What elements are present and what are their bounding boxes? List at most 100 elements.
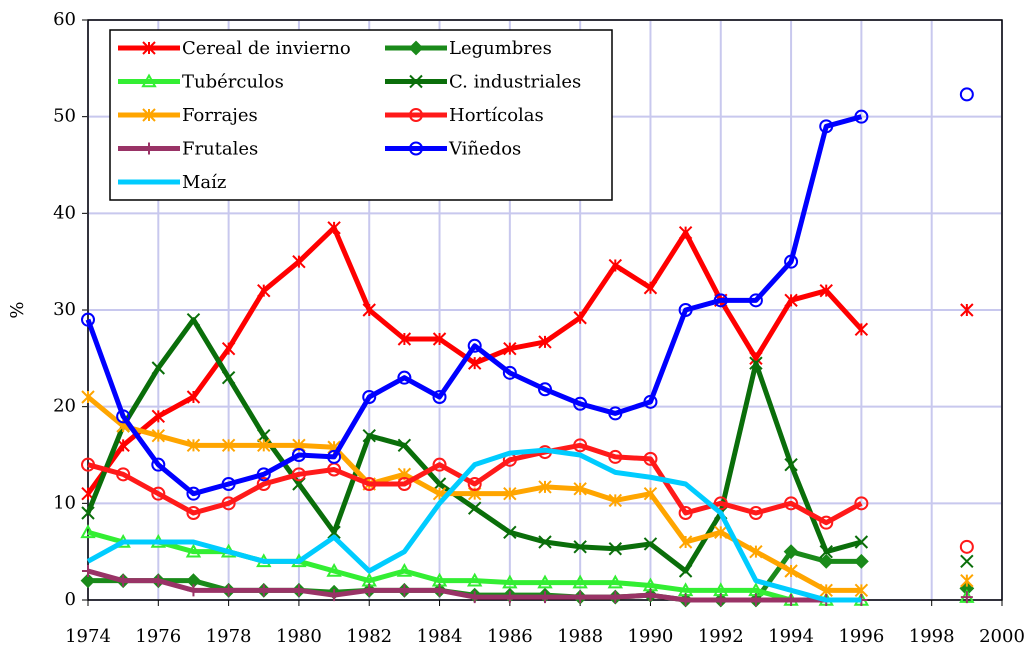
marker (432, 457, 447, 472)
marker (257, 428, 271, 443)
marker (714, 525, 728, 540)
marker (292, 584, 305, 597)
legend-box (109, 29, 613, 201)
marker (466, 572, 483, 587)
marker (467, 356, 482, 370)
marker (607, 574, 624, 589)
y-tick-label: 0 (65, 589, 76, 610)
marker (678, 225, 693, 240)
marker (538, 535, 552, 549)
marker (397, 370, 412, 385)
marker (117, 574, 130, 587)
marker (643, 537, 658, 551)
marker (327, 221, 341, 235)
marker (714, 594, 727, 606)
x-tick-label: 2000 (979, 626, 1025, 647)
marker (784, 457, 798, 472)
y-tick-label: 20 (53, 396, 76, 417)
marker (608, 258, 623, 273)
legend-label: Legumbres (449, 38, 552, 59)
y-tick-label: 10 (53, 492, 76, 513)
marker (749, 356, 763, 370)
marker (785, 594, 798, 606)
marker (397, 438, 412, 453)
y-axis-label: % (7, 301, 28, 318)
marker (362, 428, 376, 443)
marker (502, 365, 517, 380)
marker (116, 467, 131, 482)
legend-label: Maíz (182, 172, 226, 193)
marker (186, 486, 201, 501)
marker (186, 506, 201, 520)
marker (80, 573, 96, 589)
marker (327, 449, 342, 464)
marker (326, 562, 342, 577)
x-tick-label: 1994 (768, 626, 814, 647)
marker (854, 322, 869, 337)
marker (362, 390, 377, 404)
marker (116, 409, 131, 424)
marker (502, 574, 518, 589)
marker (222, 584, 235, 597)
marker (853, 553, 869, 569)
marker (186, 390, 201, 404)
marker (678, 564, 693, 578)
marker (363, 584, 376, 597)
marker (81, 457, 96, 472)
marker (644, 589, 657, 602)
x-tick-label: 1988 (557, 626, 603, 647)
marker (185, 543, 202, 558)
marker (82, 565, 94, 577)
marker (409, 74, 423, 89)
marker (748, 506, 763, 520)
marker (467, 477, 482, 491)
marker (256, 467, 271, 482)
legend-label: Cereal de invierno (182, 38, 351, 59)
marker (221, 370, 236, 385)
marker (143, 142, 155, 155)
marker (432, 477, 447, 491)
marker (433, 584, 446, 597)
marker (221, 341, 236, 356)
marker (539, 591, 551, 604)
marker (221, 477, 236, 491)
marker (854, 535, 869, 549)
marker (221, 438, 236, 453)
marker (142, 41, 156, 55)
x-tick-label: 1980 (276, 626, 322, 647)
marker (819, 515, 834, 530)
marker (573, 396, 588, 411)
marker (291, 448, 306, 462)
marker (467, 338, 482, 353)
marker (573, 311, 587, 325)
marker (609, 591, 622, 604)
marker (960, 303, 974, 317)
x-tick-label: 1996 (838, 626, 884, 647)
marker (783, 544, 799, 560)
marker (538, 480, 552, 494)
marker (748, 293, 763, 308)
x-tick-label: 1998 (909, 626, 955, 647)
marker (818, 553, 834, 569)
marker (713, 293, 728, 308)
marker (749, 544, 763, 559)
marker (574, 591, 587, 604)
legend-label: Frutales (182, 139, 258, 160)
marker (187, 584, 200, 597)
x-tick-label: 1982 (346, 626, 392, 647)
marker (503, 486, 517, 501)
marker (81, 506, 95, 520)
x-tick-label: 1984 (417, 626, 463, 647)
marker (678, 303, 693, 317)
marker (467, 501, 482, 515)
marker (81, 486, 95, 501)
marker (432, 390, 447, 404)
legend-label: Hortícolas (449, 105, 544, 126)
marker (503, 525, 517, 540)
marker (854, 496, 869, 511)
x-tick-label: 1974 (65, 626, 111, 647)
marker (362, 303, 376, 317)
marker (396, 562, 413, 577)
x-tick-label: 1986 (487, 626, 533, 647)
